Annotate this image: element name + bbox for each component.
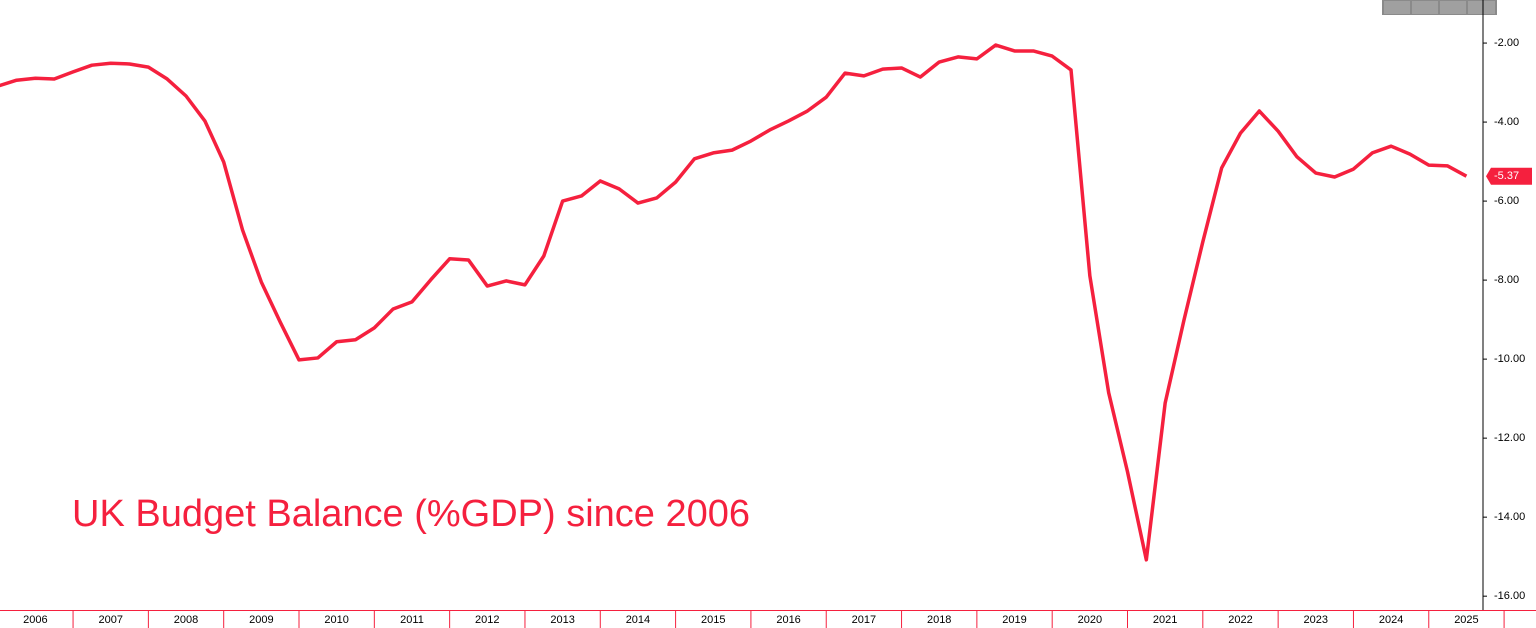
y-tick-label: -6.00 (1494, 195, 1519, 207)
x-tick-label: 2025 (1454, 614, 1478, 626)
x-tick-label: 2019 (1002, 614, 1026, 626)
y-tick-label: -16.00 (1494, 590, 1525, 602)
chart-title: UK Budget Balance (%GDP) since 2006 (72, 493, 750, 535)
x-tick-label: 2011 (400, 614, 424, 626)
y-tick-label: -8.00 (1494, 274, 1519, 286)
y-tick-label: -2.00 (1494, 37, 1519, 49)
y-tick-label: -10.00 (1494, 353, 1525, 365)
x-tick-label: 2009 (249, 614, 273, 626)
x-tick-label: 2007 (98, 614, 122, 626)
toolbar-button[interactable] (1412, 1, 1438, 14)
x-tick-label: 2015 (701, 614, 725, 626)
x-tick-label: 2010 (324, 614, 348, 626)
plot (0, 43, 1468, 562)
toolbar-button[interactable] (1468, 1, 1495, 14)
last-value-label: -5.37 (1494, 170, 1519, 182)
x-tick-label: 2024 (1379, 614, 1403, 626)
x-tick-label: 2018 (927, 614, 951, 626)
y-tick-label: -4.00 (1494, 116, 1519, 128)
y-tick-label: -12.00 (1494, 432, 1525, 444)
x-tick-label: 2006 (23, 614, 47, 626)
data-line (0, 43, 1468, 562)
x-tick-label: 2013 (550, 614, 574, 626)
x-tick-label: 2012 (475, 614, 499, 626)
x-tick-label: 2021 (1153, 614, 1177, 626)
x-tick-label: 2008 (174, 614, 198, 626)
x-tick-label: 2017 (852, 614, 876, 626)
x-tick-label: 2014 (626, 614, 650, 626)
y-tick-label: -14.00 (1494, 511, 1525, 523)
x-tick-label: 2023 (1304, 614, 1328, 626)
toolbar-button[interactable] (1384, 1, 1410, 14)
x-tick-label: 2020 (1078, 614, 1102, 626)
toolbar-button[interactable] (1440, 1, 1466, 14)
x-tick-label: 2016 (776, 614, 800, 626)
last-value-badge (1486, 167, 1532, 185)
toolbar (1382, 0, 1497, 15)
x-tick-label: 2022 (1228, 614, 1252, 626)
